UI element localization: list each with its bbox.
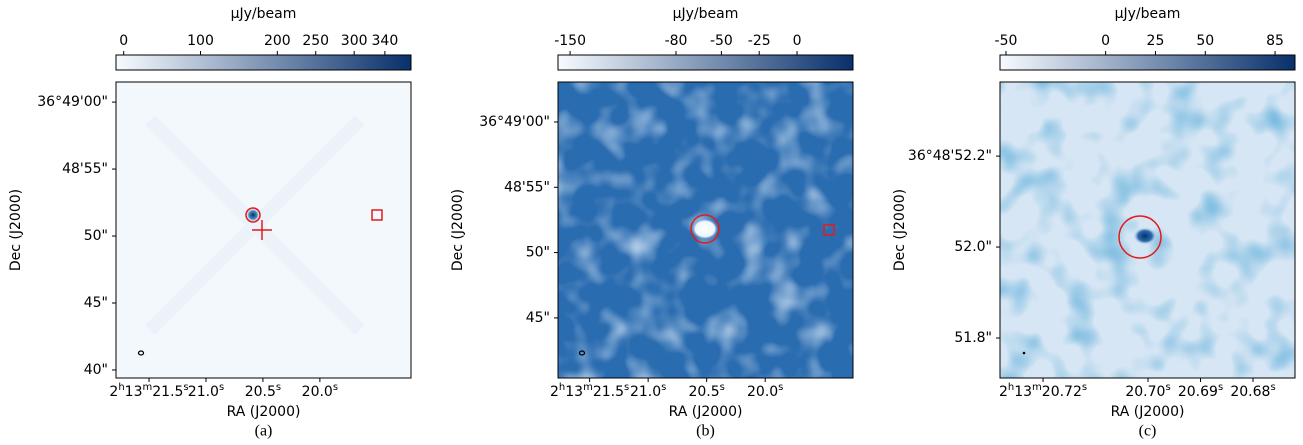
y-tick-label: 48'55" <box>62 161 108 177</box>
x-tick-label: 20.70s <box>1125 382 1170 401</box>
x-tick-label: 2h13m20.72s <box>999 382 1087 401</box>
colorbar-tick-label: 0 <box>1101 33 1110 49</box>
x-tick-label: 20.0s <box>747 382 783 401</box>
x-tick-label: 21.0s <box>630 382 666 401</box>
x-tick-label: 2h13m21.5s <box>109 382 188 401</box>
colorbar-label: μJy/beam <box>673 6 739 22</box>
x-axis-label: RA (J2000) <box>1111 404 1185 420</box>
colorbar-tick-label: 0 <box>119 33 128 49</box>
y-axis-label: Dec (J2000) <box>450 189 466 271</box>
colorbar-tick-label: 250 <box>302 33 329 49</box>
colorbar-tick-label: -80 <box>665 33 688 49</box>
colorbar <box>999 54 1296 71</box>
colorbar-tick-label: -50 <box>710 33 733 49</box>
colorbar <box>557 54 854 71</box>
colorbar <box>115 54 412 71</box>
y-tick-label: 36°48'52.2" <box>908 148 992 164</box>
y-tick-label: 45" <box>526 310 550 326</box>
image-a <box>115 81 412 379</box>
x-tick-label: 21.0s <box>188 382 224 401</box>
colorbar-tick-label: 85 <box>1266 33 1284 49</box>
y-tick-label: 51.8" <box>954 330 992 346</box>
y-tick-label: 50" <box>526 245 550 261</box>
colorbar-tick-label: 100 <box>187 33 214 49</box>
colorbar-tick-label: -50 <box>995 33 1018 49</box>
colorbar-tick-label: 200 <box>264 33 291 49</box>
colorbar-label: μJy/beam <box>1115 6 1181 22</box>
x-tick-label: 20.5s <box>245 382 281 401</box>
y-tick-label: 50" <box>84 228 108 244</box>
y-tick-label: 45" <box>84 295 108 311</box>
x-tick-label: 20.68s <box>1230 382 1275 401</box>
y-tick-label: 36°49'00" <box>479 114 550 130</box>
colorbar-tick-label: 25 <box>1147 33 1165 49</box>
colorbar-tick-label: -25 <box>748 33 771 49</box>
image-b <box>557 81 854 379</box>
colorbar-tick-label: 0 <box>793 33 802 49</box>
colorbar-tick-label: -150 <box>554 33 586 49</box>
caption: (c) <box>1139 423 1157 440</box>
x-tick-label: 20.5s <box>688 382 724 401</box>
y-tick-label: 52.0" <box>954 239 992 255</box>
caption: (a) <box>255 423 273 440</box>
x-tick-label: 20.0s <box>302 382 338 401</box>
colorbar-tick-label: 340 <box>372 33 399 49</box>
caption: (b) <box>696 423 715 440</box>
x-tick-label: 2h13m21.5s <box>550 382 629 401</box>
x-axis-label: RA (J2000) <box>227 404 301 420</box>
colorbar-tick-label: 300 <box>341 33 368 49</box>
colorbar-tick-label: 50 <box>1196 33 1214 49</box>
y-tick-label: 48'55" <box>504 179 550 195</box>
x-tick-label: 20.69s <box>1178 382 1223 401</box>
y-tick-label: 36°49'00" <box>37 94 108 110</box>
x-axis-label: RA (J2000) <box>669 404 743 420</box>
colorbar-label: μJy/beam <box>231 6 297 22</box>
image-c <box>999 81 1296 379</box>
y-axis-label: Dec (J2000) <box>892 189 908 271</box>
y-axis-label: Dec (J2000) <box>8 189 24 271</box>
y-tick-label: 40" <box>84 362 108 378</box>
